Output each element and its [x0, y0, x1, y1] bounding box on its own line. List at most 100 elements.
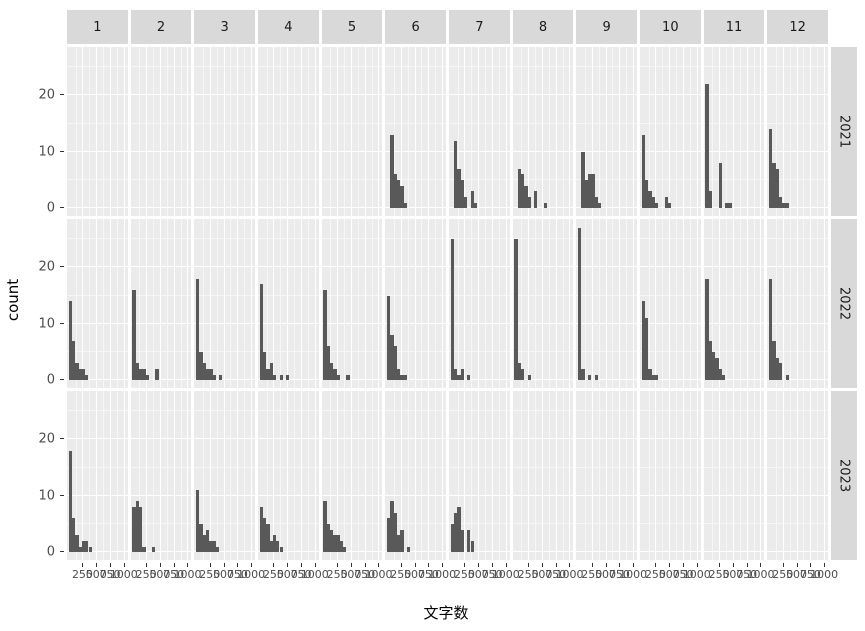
- x-axis-tick-label: 1000: [746, 568, 775, 581]
- y-minor-gridline: [321, 178, 383, 180]
- histogram-bar: [514, 239, 518, 381]
- y-minor-gridline: [703, 410, 765, 412]
- histogram-bar: [195, 278, 200, 381]
- facet-panel: [703, 391, 765, 560]
- histogram-bar: [85, 540, 89, 553]
- x-major-gridline: [810, 47, 812, 216]
- facet-panel: [130, 47, 192, 216]
- y-minor-gridline: [512, 238, 574, 240]
- y-major-gridline: [258, 494, 319, 496]
- y-minor-gridline: [640, 410, 701, 412]
- x-major-gridline: [146, 391, 148, 560]
- x-major-gridline: [746, 219, 748, 388]
- y-minor-gridline: [767, 66, 828, 68]
- y-minor-gridline: [130, 178, 192, 180]
- y-minor-gridline: [258, 294, 319, 296]
- histogram-bar: [641, 301, 645, 381]
- y-minor-gridline: [258, 522, 319, 524]
- y-minor-gridline: [640, 466, 701, 468]
- histogram-bar: [78, 546, 82, 553]
- facet-row-label: 2023: [836, 458, 852, 493]
- x-axis-tick-label: 750: [290, 568, 312, 581]
- y-major-gridline: [512, 438, 574, 440]
- y-major-gridline: [767, 438, 828, 440]
- histogram-bar: [386, 295, 391, 381]
- facet-panel: [194, 47, 255, 216]
- plot-corner-top-right: [831, 10, 857, 44]
- x-minor-gridline: [166, 47, 168, 216]
- y-minor-gridline: [703, 178, 765, 180]
- x-minor-gridline: [739, 47, 741, 216]
- y-minor-gridline: [258, 178, 319, 180]
- x-minor-gridline: [548, 47, 550, 216]
- facet-panel: [67, 219, 128, 388]
- y-minor-gridline: [703, 122, 765, 124]
- y-minor-gridline: [321, 238, 383, 240]
- x-minor-gridline: [75, 47, 77, 216]
- y-minor-gridline: [385, 178, 446, 180]
- y-minor-gridline: [385, 350, 446, 352]
- histogram-bar: [711, 351, 716, 381]
- histogram-bar: [393, 512, 397, 553]
- x-major-gridline: [569, 47, 571, 216]
- x-minor-gridline: [294, 219, 296, 388]
- x-major-gridline: [123, 47, 125, 216]
- x-axis-tick-label: 250: [644, 568, 666, 581]
- x-major-gridline: [400, 219, 402, 388]
- x-axis-tick: [591, 563, 593, 567]
- x-minor-gridline: [803, 219, 805, 388]
- histogram-bar: [785, 374, 789, 381]
- x-minor-gridline: [103, 219, 105, 388]
- y-axis-tick-label: 20: [38, 431, 55, 447]
- histogram-bar: [88, 546, 92, 553]
- histogram-bar: [269, 363, 273, 381]
- x-major-gridline: [555, 391, 557, 560]
- y-major-gridline: [512, 379, 574, 381]
- facet-panel: [576, 47, 637, 216]
- histogram-bar: [323, 501, 327, 553]
- y-major-gridline: [130, 94, 192, 96]
- facet-panel: [385, 391, 446, 560]
- x-minor-gridline: [357, 47, 359, 216]
- x-axis-tick: [492, 563, 493, 567]
- histogram-bar: [517, 363, 521, 381]
- x-minor-gridline: [457, 219, 459, 388]
- histogram-bar: [68, 301, 72, 381]
- x-minor-gridline: [407, 219, 409, 388]
- y-major-gridline: [194, 207, 255, 209]
- y-minor-gridline: [130, 66, 192, 68]
- x-minor-gridline: [521, 391, 523, 560]
- y-major-gridline: [67, 322, 128, 324]
- y-major-gridline: [512, 551, 574, 553]
- histogram-bar: [138, 507, 143, 553]
- y-major-gridline: [767, 379, 828, 381]
- facet-panel: [703, 219, 765, 388]
- plot-grid: 1 2 3 4 5 6 7 8 9 10 11 12 0 10 20 2021 0 10 20 2022 0 10 20 20…: [24, 10, 857, 583]
- x-axis-tick-label: 500: [531, 568, 553, 581]
- x-major-gridline: [364, 219, 366, 388]
- y-major-gridline: [130, 207, 192, 209]
- x-minor-gridline: [521, 219, 523, 388]
- histogram-bar: [142, 368, 146, 381]
- histogram-bar: [396, 179, 401, 209]
- histogram-bar: [775, 357, 779, 381]
- x-major-gridline: [314, 47, 316, 216]
- x-minor-gridline: [330, 391, 332, 560]
- histogram-bar: [78, 368, 82, 381]
- histogram-bar: [75, 535, 79, 553]
- x-minor-gridline: [548, 391, 550, 560]
- x-minor-gridline: [343, 47, 345, 216]
- histogram-bar: [209, 540, 213, 553]
- facet-panel: [194, 219, 255, 388]
- x-axis-tick: [505, 563, 507, 567]
- facet-column-strip: 7: [449, 10, 510, 44]
- x-axis-tick: [824, 563, 826, 567]
- y-minor-gridline: [640, 178, 701, 180]
- x-axis-tick: [464, 563, 466, 567]
- y-minor-gridline: [258, 350, 319, 352]
- x-minor-gridline: [457, 47, 459, 216]
- x-minor-gridline: [89, 219, 91, 388]
- x-major-gridline: [555, 219, 557, 388]
- histogram-bar: [390, 134, 394, 209]
- x-major-gridline: [810, 219, 812, 388]
